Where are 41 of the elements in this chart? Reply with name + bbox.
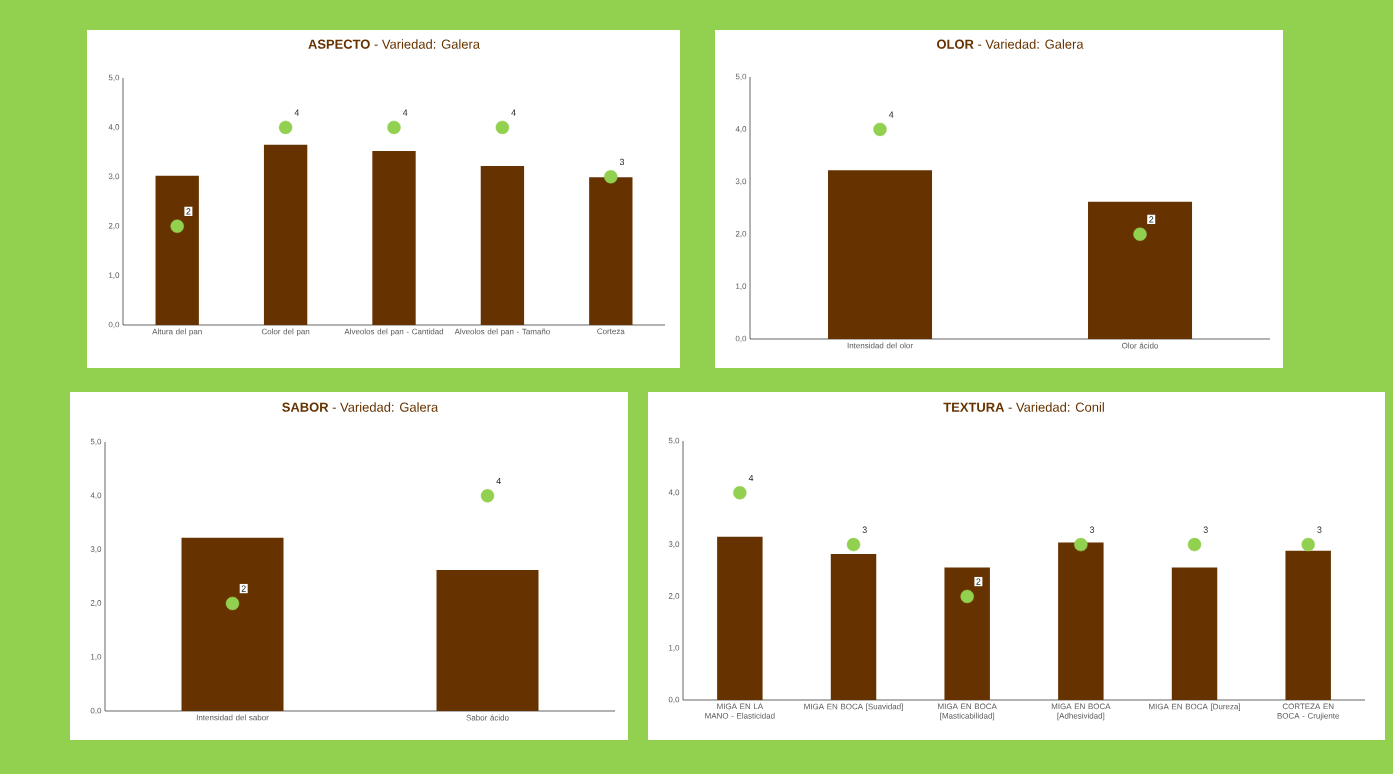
data-label: 3 — [619, 158, 625, 166]
chart-title: TEXTURA - Variedad: Conil — [943, 402, 1104, 412]
bar — [944, 567, 990, 700]
point — [1074, 537, 1088, 552]
point — [960, 589, 974, 604]
bar — [1171, 567, 1218, 700]
data-label: 3 — [1317, 526, 1322, 533]
bar — [1058, 542, 1104, 700]
data-label: 2 — [186, 208, 191, 215]
bar — [480, 165, 525, 325]
chart-title: OLOR - Variedad: Galera — [937, 39, 1084, 49]
data-label: 4 — [888, 111, 894, 118]
chart-title: ASPECTO - Variedad: Galera — [308, 39, 481, 49]
bar — [263, 144, 308, 325]
data-label: 3 — [1089, 526, 1095, 533]
point — [387, 120, 401, 135]
data-label: 3 — [862, 526, 867, 533]
point — [170, 219, 184, 233]
bar — [717, 536, 763, 700]
chart-title: SABOR - Variedad: Galera — [282, 402, 439, 412]
point — [604, 170, 618, 184]
bar — [372, 151, 416, 325]
data-label: 2 — [976, 578, 981, 585]
point — [278, 120, 293, 135]
bar — [589, 177, 633, 325]
point — [495, 120, 510, 135]
point — [733, 486, 747, 500]
bar — [1285, 550, 1331, 700]
data-label: 4 — [511, 109, 516, 116]
data-label: 4 — [748, 474, 754, 482]
bar — [830, 553, 877, 700]
data-label: 3 — [1203, 526, 1208, 533]
data-label: 4 — [402, 109, 408, 116]
bar — [155, 175, 199, 325]
point — [846, 537, 861, 552]
data-label: 2 — [1149, 216, 1154, 223]
data-label: 4 — [496, 477, 501, 485]
data-label: 4 — [294, 109, 300, 116]
data-label: 2 — [241, 585, 246, 592]
point — [1301, 537, 1315, 552]
point — [1187, 537, 1202, 552]
